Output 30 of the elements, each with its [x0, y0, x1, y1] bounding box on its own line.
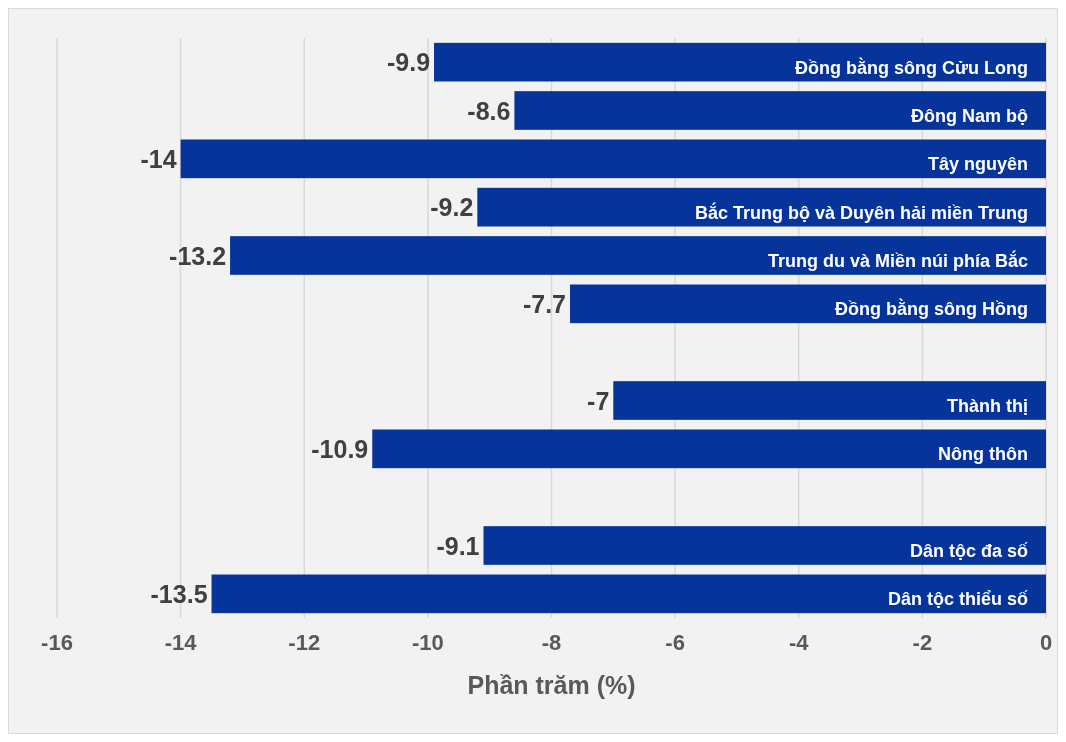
data-label: -9.1 — [436, 531, 480, 560]
data-label: -8.6 — [467, 96, 511, 125]
x-tick-label: -8 — [541, 630, 562, 655]
x-tick-label: -6 — [665, 630, 685, 655]
x-tick-label: 0 — [1039, 630, 1053, 655]
x-tick-label: -12 — [288, 630, 321, 655]
data-label: -9.9 — [386, 48, 431, 77]
x-tick-label: -4 — [788, 630, 810, 655]
x-axis-title: Phần trăm (%) — [467, 671, 636, 699]
y-tick-label: Bắc Trung bộ và Duyên hải miền Trung — [694, 201, 1028, 223]
y-tick-label: Trung du và Miền núi phía Bắc — [767, 249, 1028, 271]
y-tick-label: Thành thị — [947, 395, 1028, 416]
data-label: -13.5 — [150, 579, 208, 608]
x-tick-label: -2 — [912, 630, 933, 655]
data-label: -13.2 — [169, 241, 227, 270]
data-label: -7 — [587, 386, 610, 415]
y-tick-label: Đông Nam bộ — [911, 105, 1028, 126]
y-tick-label: Nông thôn — [938, 444, 1028, 465]
data-label: -7.7 — [522, 289, 567, 318]
data-label: -14 — [140, 144, 177, 173]
x-tick-label: -16 — [41, 630, 73, 655]
data-label: -9.2 — [430, 193, 474, 222]
y-tick-label: Dân tộc đa số — [909, 540, 1028, 561]
y-tick-label: Đồng bằng sông Hồng — [835, 298, 1028, 320]
x-tick-label: -10 — [411, 630, 444, 655]
y-tick-label: Dân tộc thiểu số — [887, 589, 1028, 610]
y-tick-label: Đồng bằng sông Cửu Long — [795, 56, 1028, 78]
x-tick-label: -14 — [164, 630, 198, 655]
y-tick-label: Tây nguyên — [927, 154, 1028, 175]
data-label: -10.9 — [311, 434, 369, 463]
